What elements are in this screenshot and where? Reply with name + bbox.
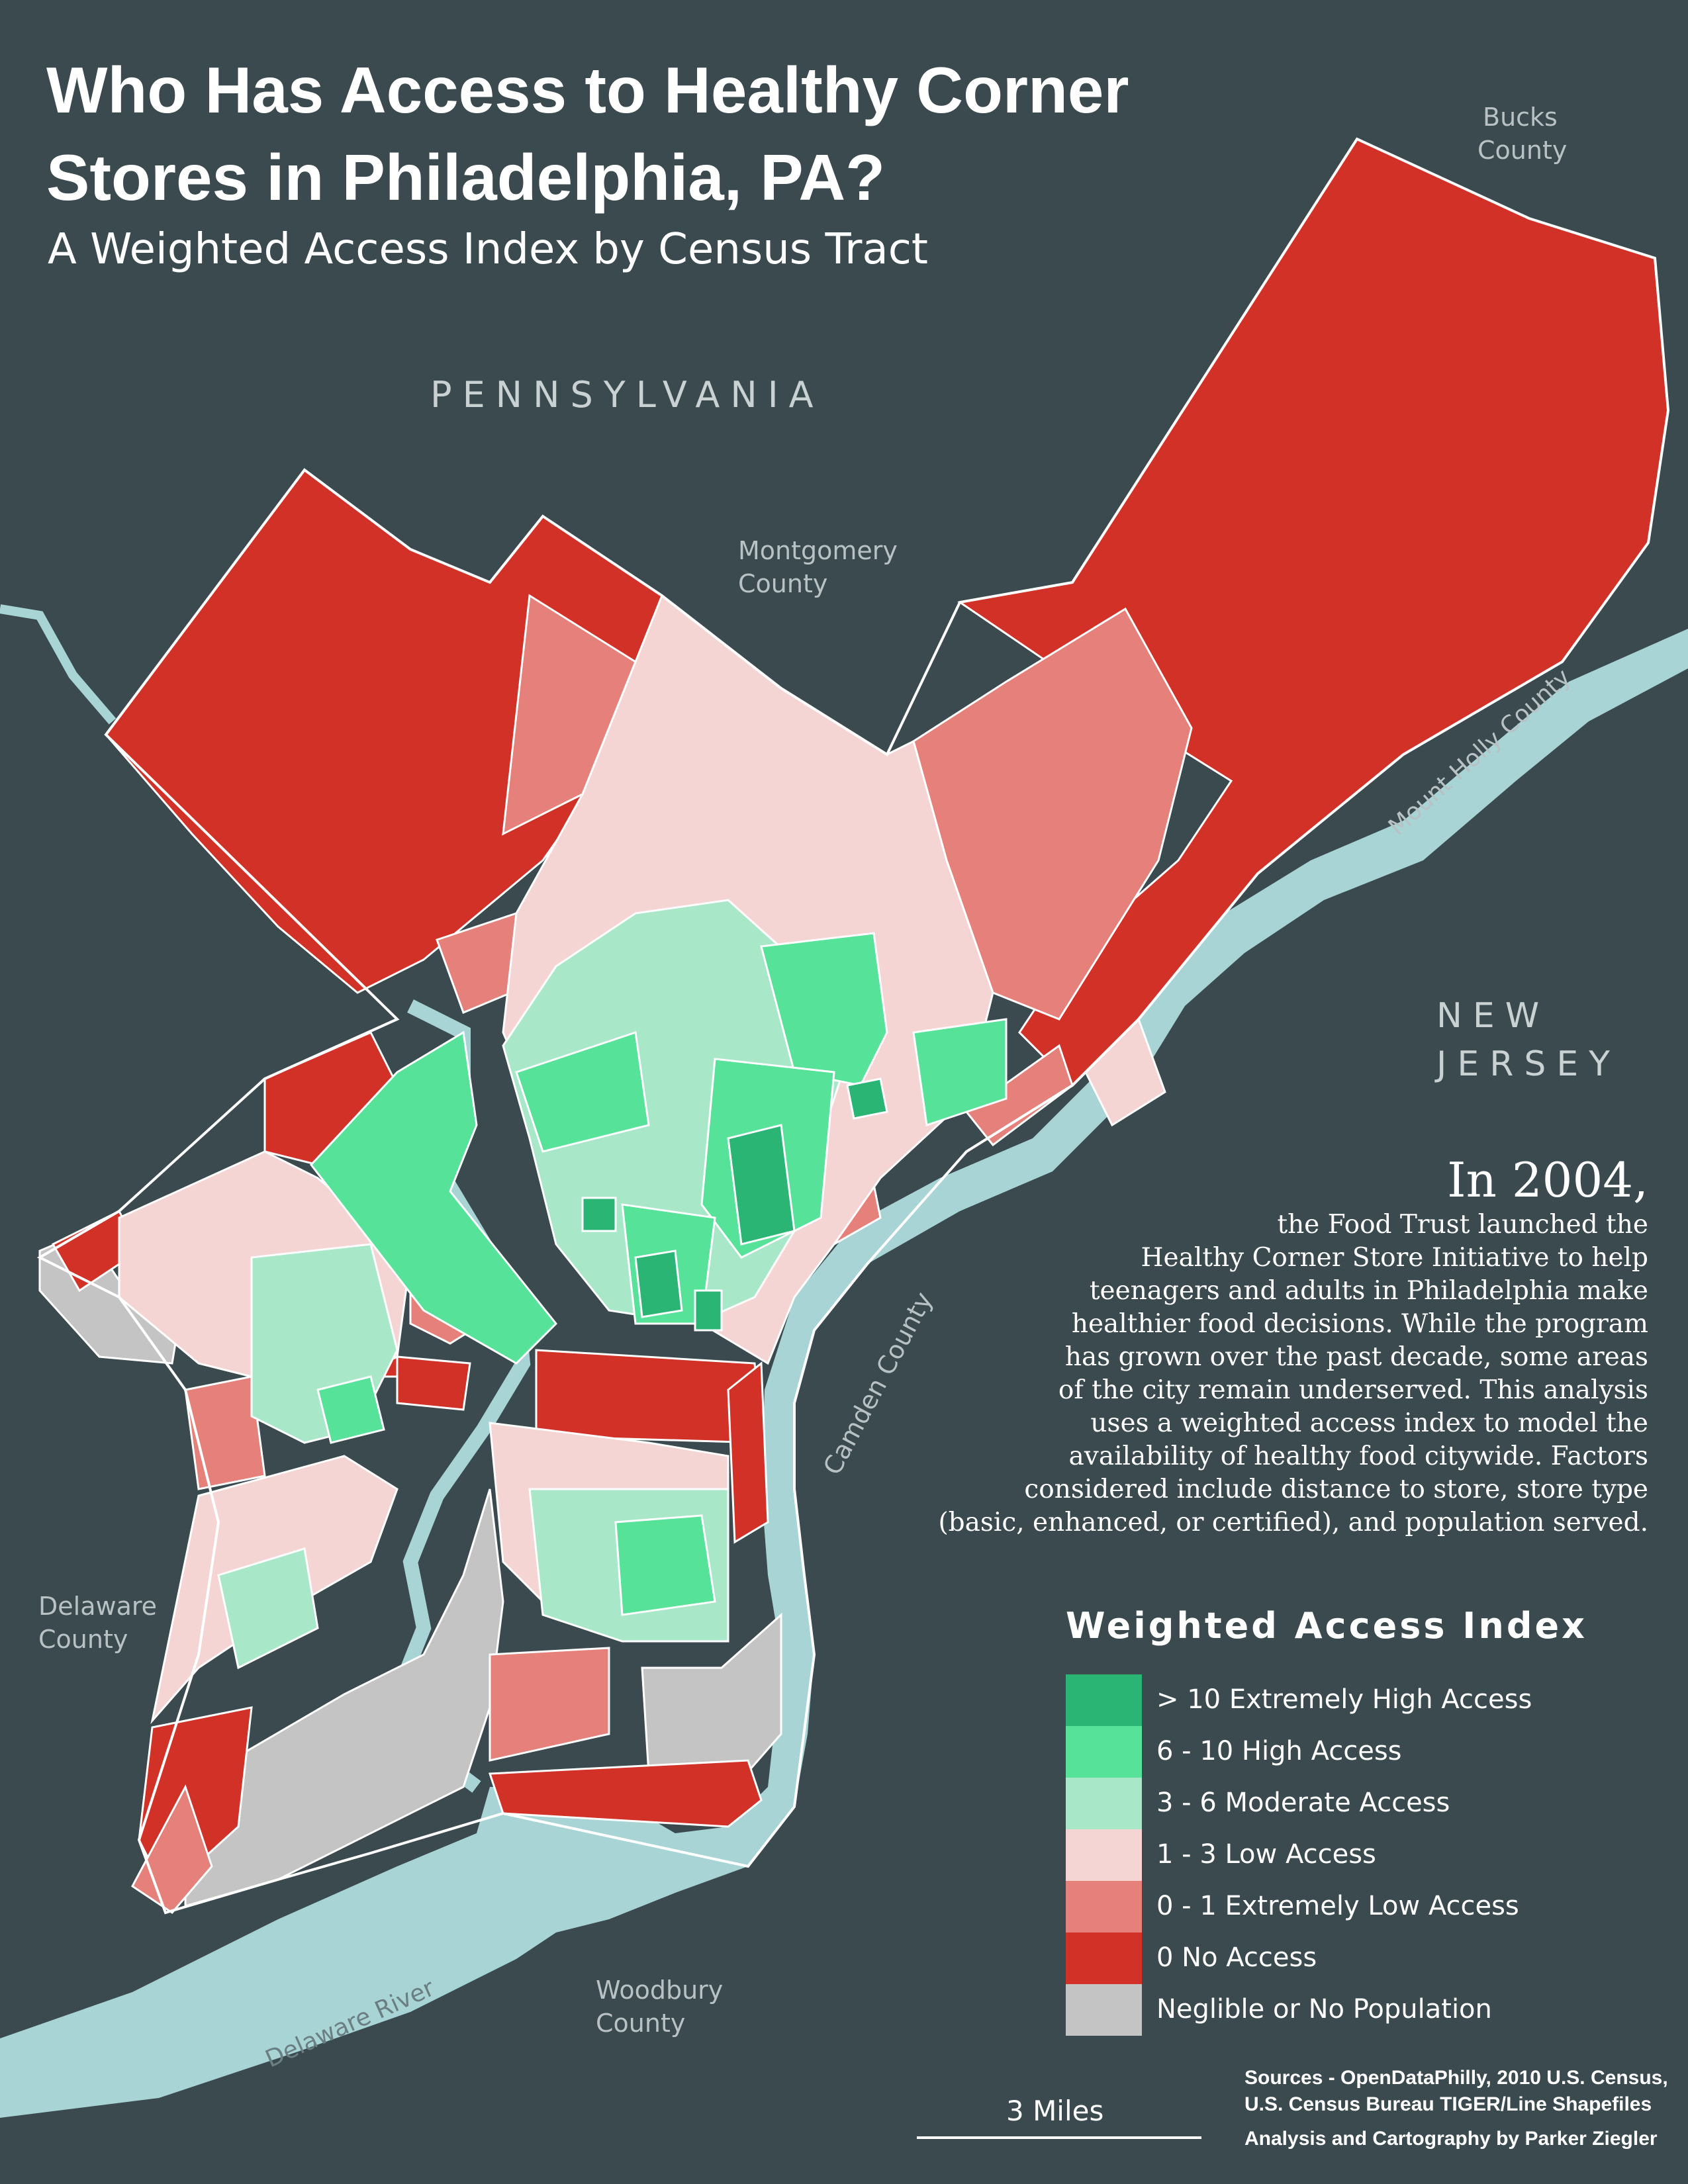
paragraph-line: teenagers and adults in Philadelphia mak…	[1089, 1276, 1648, 1306]
legend-label: 0 No Access	[1156, 1942, 1317, 1973]
paragraph-line: availability of healthy food citywide. F…	[1068, 1441, 1648, 1471]
paragraph-line: (basic, enhanced, or certified), and pop…	[938, 1508, 1648, 1537]
delaware-river	[0, 629, 1688, 2118]
legend-item-extremely-low: 0 - 1 Extremely Low Access	[1066, 1881, 1595, 1933]
legend-label: 3 - 6 Moderate Access	[1156, 1788, 1450, 1818]
legend-swatch	[1066, 1933, 1142, 1984]
label-montgomery-county-line1: Montgomery	[738, 536, 898, 565]
legend-swatch	[1066, 1726, 1142, 1778]
label-bucks-county-line2: County	[1477, 136, 1568, 165]
legend-swatch	[1066, 1778, 1142, 1829]
legend-item-extremely-high: > 10 Extremely High Access	[1066, 1674, 1595, 1726]
label-new-jersey-line2: JERSEY	[1436, 1044, 1620, 1084]
label-woodbury-county-line1: Woodbury	[596, 1976, 724, 2005]
label-montgomery-county-line2: County	[738, 569, 828, 598]
sources-line: Sources - OpenDataPhilly, 2010 U.S. Cens…	[1244, 2067, 1668, 2089]
map-zone-high-access	[310, 932, 1008, 1616]
legend-swatch	[1066, 1674, 1142, 1726]
label-woodbury-county-line2: County	[596, 2009, 686, 2038]
paragraph-line: uses a weighted access index to model th…	[1090, 1408, 1648, 1438]
paragraph-line: Healthy Corner Store Initiative to help	[1141, 1243, 1648, 1273]
sources-line: U.S. Census Bureau TIGER/Line Shapefiles	[1244, 2093, 1652, 2115]
scale-label: 3 Miles	[1006, 2095, 1104, 2127]
paragraph-line: the Food Trust launched the	[1277, 1210, 1648, 1240]
label-new-jersey-line1: NEW	[1436, 996, 1550, 1036]
map-title: Who Has Access to Healthy Corner Stores …	[46, 54, 1129, 214]
map-subtitle: A Weighted Access Index by Census Tract	[48, 225, 928, 274]
sources-text: Sources - OpenDataPhilly, 2010 U.S. Cens…	[1244, 2065, 1668, 2118]
paragraph-line: of the city remain underserved. This ana…	[1058, 1375, 1648, 1405]
legend-swatch	[1066, 1881, 1142, 1933]
paragraph-line: healthier food decisions. While the prog…	[1071, 1309, 1648, 1339]
scale-bar	[917, 2136, 1201, 2139]
legend-swatch	[1066, 1829, 1142, 1881]
western-creek	[0, 604, 117, 725]
map-zone-no-access	[51, 138, 1669, 1895]
label-bucks-county-line1: Bucks	[1483, 103, 1558, 132]
legend-label: 1 - 3 Low Access	[1156, 1839, 1376, 1870]
label-delaware-county-line1: Delaware	[38, 1592, 158, 1621]
paragraph-lead: In 2004,	[1447, 1152, 1648, 1208]
city-boundary	[36, 137, 1670, 1915]
map-zone-extremely-high-access	[581, 1077, 888, 1332]
legend-label: > 10 Extremely High Access	[1156, 1684, 1532, 1715]
credit-text: Analysis and Cartography by Parker Ziegl…	[1244, 2128, 1658, 2150]
intro-paragraph: In 2004, the Food Trust launched the Hea…	[827, 1152, 1648, 1539]
paragraph-line: has grown over the past decade, some are…	[1064, 1342, 1648, 1372]
paragraph-line: considered include distance to store, st…	[1024, 1475, 1648, 1504]
label-delaware-county-line2: County	[38, 1625, 128, 1654]
legend-label: 0 - 1 Extremely Low Access	[1156, 1891, 1519, 1921]
legend-item-moderate: 3 - 6 Moderate Access	[1066, 1778, 1595, 1829]
legend-item-high: 6 - 10 High Access	[1066, 1726, 1595, 1778]
label-pennsylvania: PENNSYLVANIA	[430, 374, 824, 416]
legend-title: Weighted Access Index	[1066, 1605, 1587, 1647]
legend-item-no-access: 0 No Access	[1066, 1933, 1595, 1984]
legend-label: 6 - 10 High Access	[1156, 1736, 1402, 1766]
legend-item-low: 1 - 3 Low Access	[1066, 1829, 1595, 1881]
legend-swatch	[1066, 1984, 1142, 2036]
legend-item-no-population: Neglible or No Population	[1066, 1984, 1595, 2036]
legend-label: Neglible or No Population	[1156, 1994, 1492, 2025]
